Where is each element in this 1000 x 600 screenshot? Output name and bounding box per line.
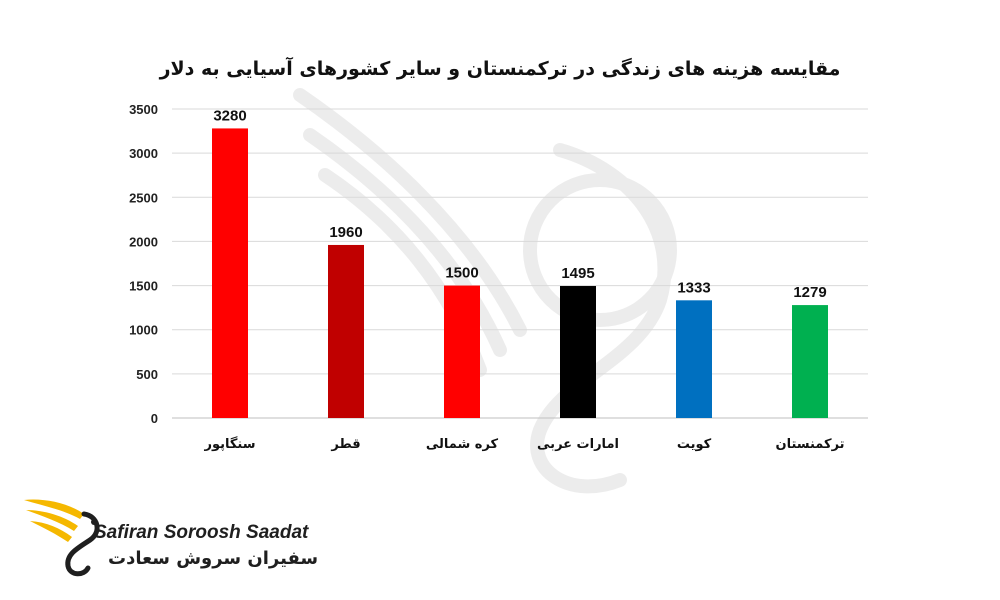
y-tick-label: 1500 xyxy=(129,279,158,294)
x-axis-categories: سنگاپور قطر کره شمالی امارات عربی کویت ترکمنس… xyxy=(203,436,844,452)
x-category-label: کره شمالی xyxy=(426,437,499,452)
bar xyxy=(560,286,596,418)
x-category-label: سنگاپور xyxy=(203,436,255,452)
y-tick-label: 2000 xyxy=(129,234,158,249)
x-category-label: کویت xyxy=(677,437,712,452)
y-tick-label: 0 xyxy=(151,411,158,426)
watermark-wing-icon xyxy=(293,88,677,494)
y-tick-label: 3500 xyxy=(129,102,158,117)
y-axis-ticks: 0 500 1000 1500 2000 2500 3000 3500 xyxy=(129,102,158,426)
data-label: 1333 xyxy=(677,279,710,296)
data-label: 1500 xyxy=(445,265,478,282)
brand-name-persian: سفیران سروش سعادت xyxy=(108,548,319,569)
bar xyxy=(792,305,828,418)
bars xyxy=(212,128,828,418)
x-category-label: ترکمنستان xyxy=(775,437,844,452)
data-label: 1279 xyxy=(793,284,826,301)
brand-logo: Safiran Soroosh Saadat سفیران سروش سعادت xyxy=(22,492,318,582)
y-tick-label: 500 xyxy=(136,367,158,382)
chart-title: مقایسه هزینه های زندگی در ترکمنستان و سا… xyxy=(159,56,841,80)
brand-name-latin: Safiran Soroosh Saadat xyxy=(94,522,309,543)
data-label: 1960 xyxy=(329,224,362,241)
y-tick-label: 1000 xyxy=(129,323,158,338)
x-category-label: امارات عربی xyxy=(537,437,619,452)
bar xyxy=(328,244,364,418)
bar xyxy=(212,128,248,418)
x-category-label: قطر xyxy=(330,437,360,452)
winged-bird-icon xyxy=(24,499,100,577)
data-label: 3280 xyxy=(213,107,246,124)
gridlines xyxy=(172,108,868,419)
data-labels: 3280 1960 1500 1495 1333 1279 xyxy=(213,107,826,301)
y-tick-label: 3000 xyxy=(129,146,158,161)
bar xyxy=(676,300,712,418)
y-tick-label: 2500 xyxy=(129,190,158,205)
data-label: 1495 xyxy=(561,265,594,282)
bar xyxy=(444,285,480,418)
